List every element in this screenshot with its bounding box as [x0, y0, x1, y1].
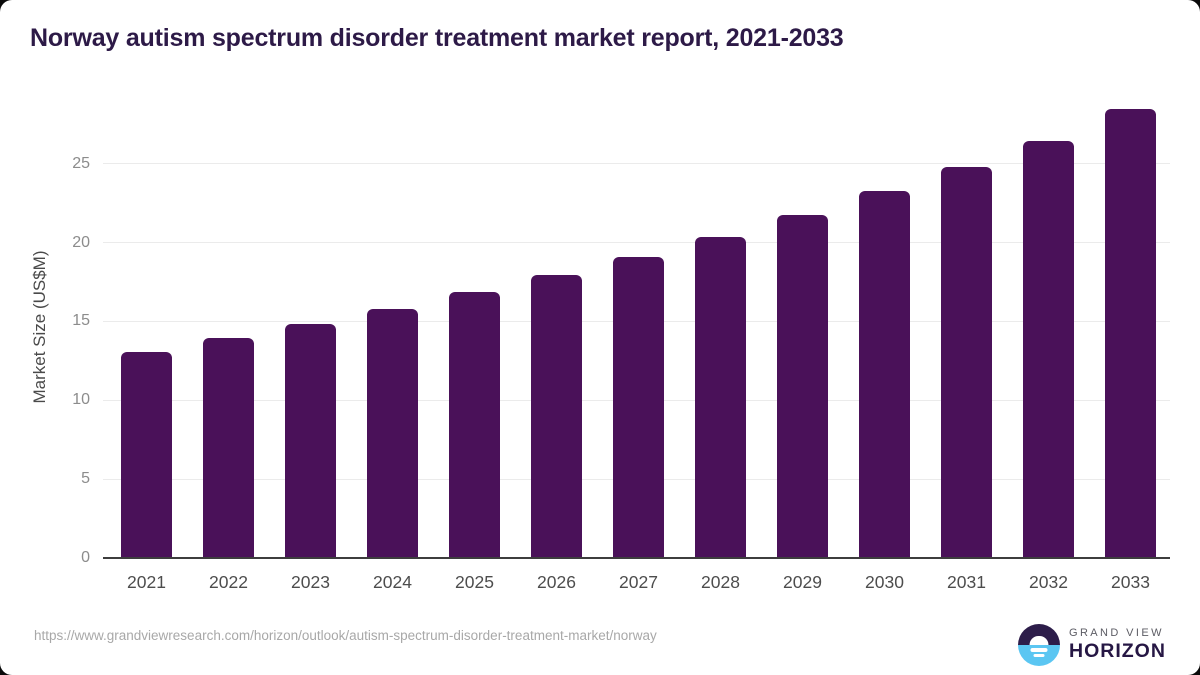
x-tick-label-2022: 2022: [209, 572, 248, 592]
x-tick-label-2025: 2025: [455, 572, 494, 592]
x-tick-label-2021: 2021: [127, 572, 166, 592]
logo-text: GRAND VIEW HORIZON: [1069, 628, 1166, 662]
x-tick-label-2023: 2023: [291, 572, 330, 592]
horizon-sun-icon: [1018, 624, 1060, 666]
bar-2028: [695, 236, 746, 557]
bar-2030: [859, 191, 910, 557]
gridline-25: [103, 163, 1170, 165]
bar-2033: [1105, 109, 1156, 557]
x-tick-label-2030: 2030: [865, 572, 904, 592]
plot-area: 0 5 10 15 20 25 2021 2022 2023 2024 2025 2026 2027 20…: [72, 95, 1170, 592]
x-tick-label-2032: 2032: [1029, 572, 1068, 592]
x-tick-label-2026: 2026: [537, 572, 576, 592]
source-url-text: https://www.grandviewresearch.com/horizo…: [34, 628, 657, 643]
page-title: Norway autism spectrum disorder treatmen…: [30, 24, 844, 52]
bar-2024: [367, 309, 418, 557]
bar-2027: [613, 257, 664, 557]
y-tick-label-10: 10: [72, 391, 90, 409]
x-tick-label-2024: 2024: [373, 572, 412, 592]
logo-horizon-label: HORIZON: [1069, 640, 1166, 663]
y-tick-label-25: 25: [72, 154, 90, 172]
bar-2025: [449, 292, 500, 557]
y-tick-label-0: 0: [81, 549, 90, 566]
gridline-20: [103, 242, 1170, 244]
x-tick-label-2028: 2028: [701, 572, 740, 592]
x-tick-label-2031: 2031: [947, 572, 986, 592]
x-axis-line: [103, 557, 1170, 559]
bar-2022: [203, 337, 254, 557]
bar-2031: [941, 167, 992, 557]
grand-view-horizon-logo: GRAND VIEW HORIZON: [1018, 624, 1166, 666]
x-tick-label-2033: 2033: [1111, 572, 1150, 592]
y-tick-label-5: 5: [81, 470, 90, 488]
y-tick-label-15: 15: [72, 312, 90, 330]
bar-2032: [1023, 140, 1074, 557]
y-axis-title: Market Size (US$M): [30, 250, 49, 404]
bar-2023: [285, 323, 336, 557]
x-tick-label-2029: 2029: [783, 572, 822, 592]
logo-grand-view-label: GRAND VIEW: [1069, 627, 1164, 640]
bar-2029: [777, 214, 828, 557]
bar-2026: [531, 274, 582, 557]
x-tick-label-2027: 2027: [619, 572, 658, 592]
bar-2021: [121, 352, 172, 557]
y-tick-label-20: 20: [72, 233, 90, 251]
